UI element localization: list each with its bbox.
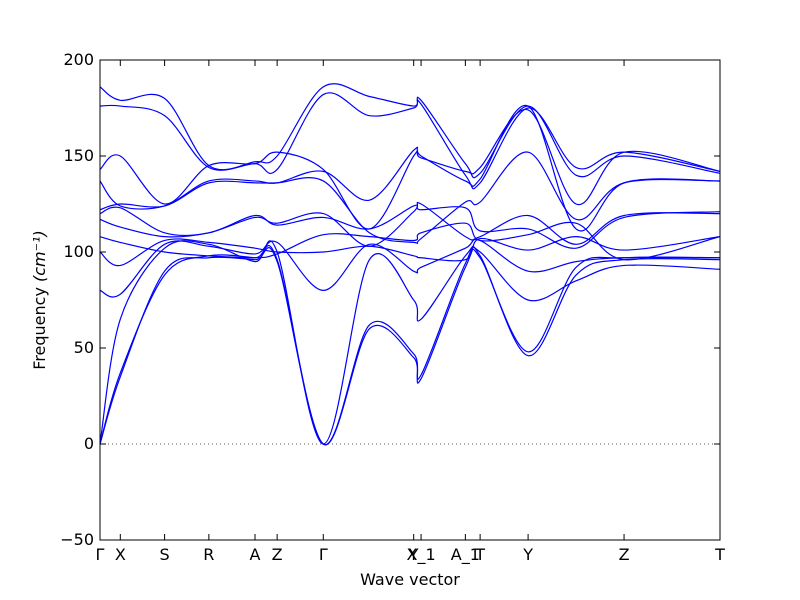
y-axis-label-text: Frequency — [30, 287, 49, 370]
band-line-5 — [100, 236, 720, 267]
y-tick-label: −50 — [60, 530, 94, 549]
y-axis-unit: (cm⁻¹) — [30, 230, 49, 282]
x-axis-ticks: Γ X S R A Z Γ YX_1 A_1T Y Z T — [96, 60, 725, 565]
x-tick-label: Y — [408, 545, 419, 564]
band-lines — [100, 83, 720, 446]
y-tick-label: 100 — [63, 242, 94, 261]
band-line-8 — [100, 204, 720, 249]
band-line-13 — [100, 83, 720, 179]
band-line-2 — [100, 245, 720, 445]
plot-frame — [99, 59, 721, 541]
band-line-11 — [100, 109, 720, 230]
x-tick-label: A — [250, 545, 261, 564]
x-tick-label: Z — [272, 545, 283, 564]
x-tick-label: Z — [619, 545, 630, 564]
y-tick-label: 200 — [63, 50, 94, 69]
y-tick-label: 50 — [74, 338, 94, 357]
x-tick-label: A_1 — [451, 545, 480, 565]
y-tick-label: 150 — [63, 146, 94, 165]
x-tick-label: Γ — [319, 545, 328, 564]
x-tick-label: Γ — [96, 545, 105, 564]
band-line-7 — [100, 201, 720, 247]
band-line-1 — [100, 244, 720, 446]
band-line-10 — [100, 105, 720, 232]
y-tick-label: 0 — [84, 434, 94, 453]
band-line-4 — [100, 238, 720, 298]
x-tick-label: X_1 — [407, 545, 436, 565]
band-line-12 — [100, 92, 720, 190]
x-tick-label: S — [160, 545, 170, 564]
y-axis-ticks: −50 0 50 100 150 200 — [60, 50, 720, 549]
y-axis-label: Frequency (cm⁻¹) — [30, 230, 49, 369]
x-tick-label: T — [714, 545, 725, 564]
x-axis-label: Wave vector — [360, 570, 460, 589]
x-tick-label: X — [115, 545, 126, 564]
plot-background — [100, 60, 720, 540]
band-line-6 — [100, 221, 720, 261]
x-tick-label: Y — [522, 545, 533, 564]
x-tick-label: R — [203, 545, 214, 564]
x-tick-label: T — [474, 545, 485, 564]
